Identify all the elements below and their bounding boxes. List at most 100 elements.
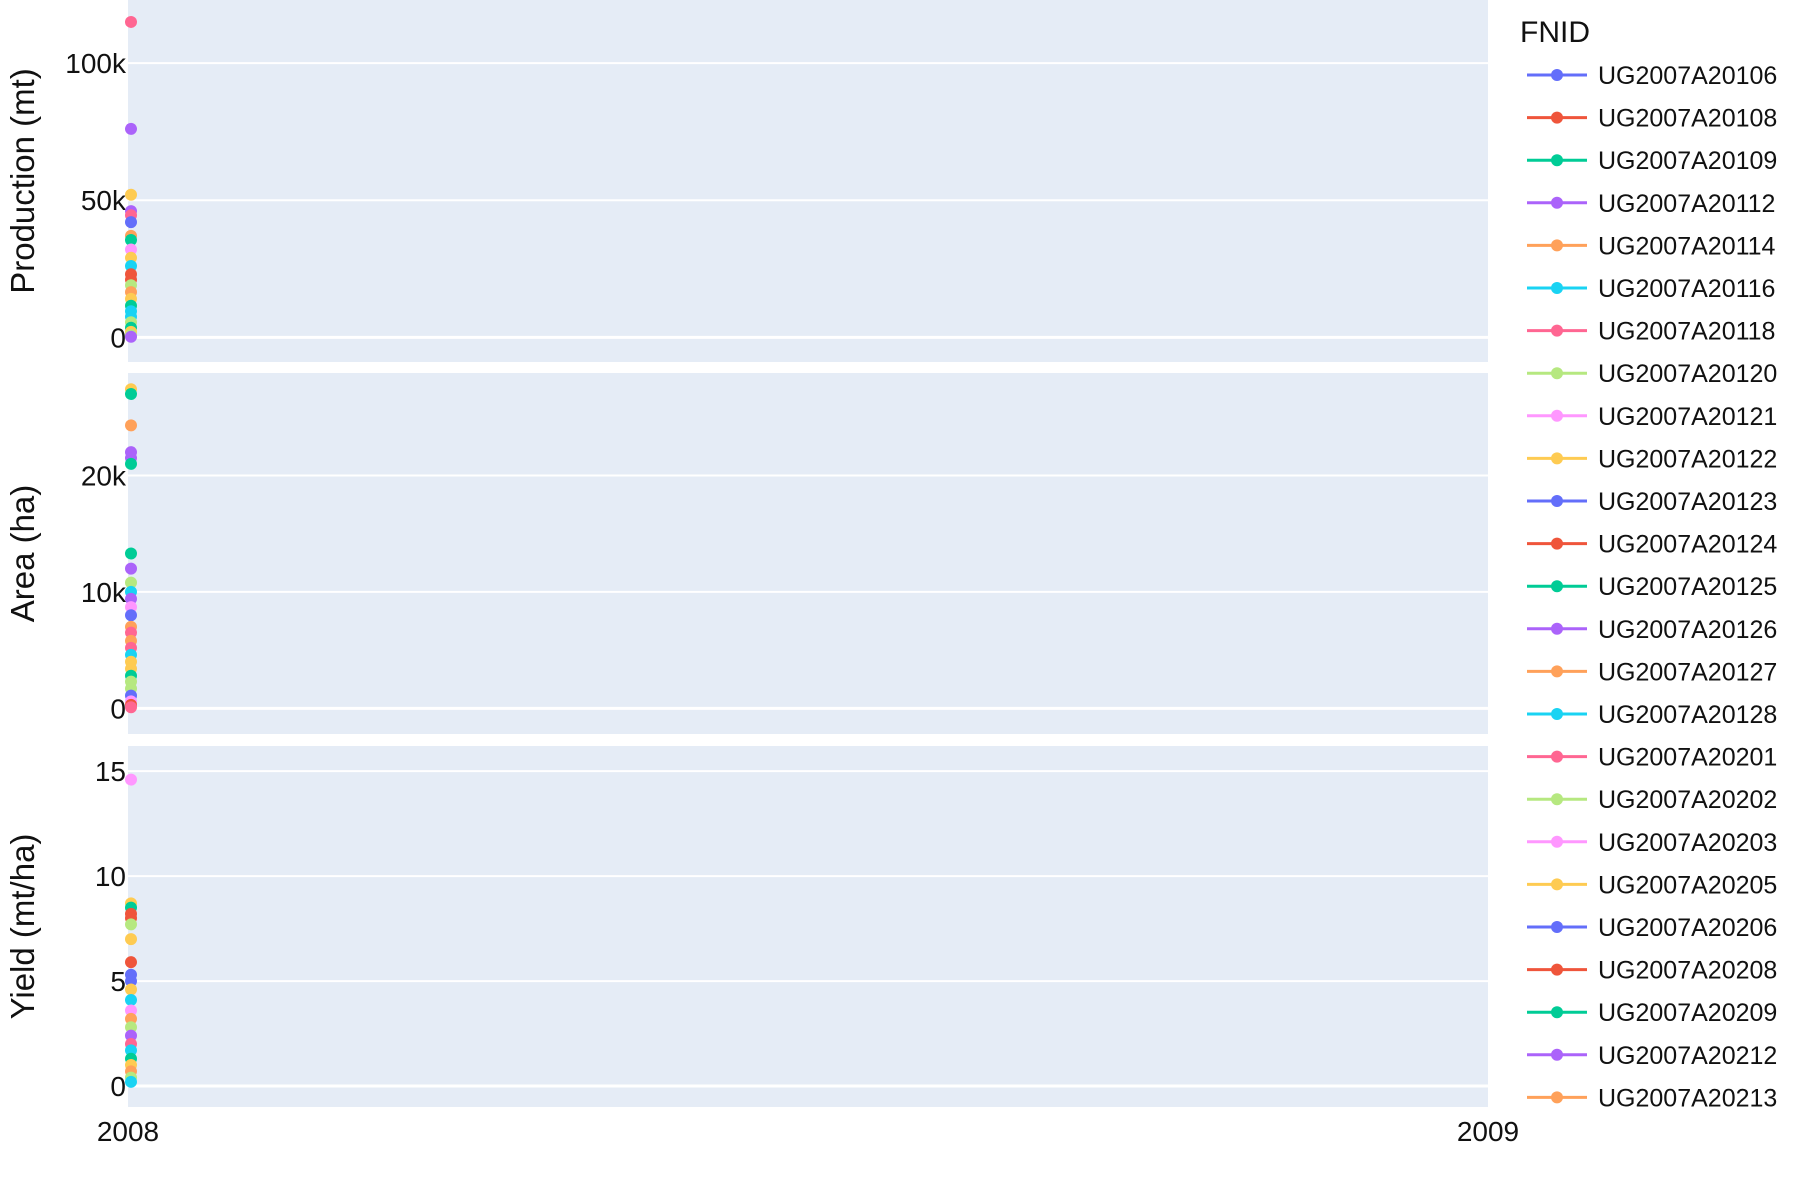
legend-marker <box>1551 878 1563 891</box>
x-tick-label-1: 2009 <box>1457 1116 1519 1147</box>
legend-label: UG2007A20114 <box>1598 232 1776 260</box>
data-point <box>125 122 137 135</box>
data-point <box>125 609 137 622</box>
data-point <box>125 243 137 256</box>
legend-marker <box>1551 665 1563 678</box>
y-tick-label: 10k <box>81 577 127 608</box>
legend-item: UG2007A20213 <box>1527 1084 1777 1112</box>
legend-item: UG2007A20126 <box>1527 616 1777 644</box>
y-tick-label: 5 <box>110 966 126 997</box>
y-tick-label: 0 <box>110 1071 126 1102</box>
legend-marker <box>1551 750 1563 763</box>
legend-label: UG2007A20126 <box>1598 616 1777 644</box>
legend-item: UG2007A20208 <box>1527 957 1777 985</box>
data-point <box>125 1029 137 1042</box>
legend-item: UG2007A20108 <box>1527 105 1777 133</box>
legend-marker <box>1551 1091 1563 1104</box>
legend-item: UG2007A20112 <box>1527 190 1775 218</box>
legend-label: UG2007A20128 <box>1598 701 1777 729</box>
legend-item: UG2007A20202 <box>1527 786 1777 814</box>
data-point <box>125 1004 137 1017</box>
y-axis-title: Area (ha) <box>4 485 41 623</box>
data-point <box>125 918 137 931</box>
panel-2: 0 5 10 15 Yield (mt/ha) <box>4 746 1488 1107</box>
data-point <box>125 933 137 946</box>
legend-label: UG2007A20212 <box>1598 1042 1777 1070</box>
y-axis-title: Yield (mt/ha) <box>4 834 41 1020</box>
data-point <box>125 387 137 400</box>
legend-marker <box>1551 452 1563 465</box>
panel-background <box>128 746 1488 1107</box>
panel-background <box>128 373 1488 734</box>
data-point <box>125 188 137 201</box>
legend-item: UG2007A20109 <box>1527 147 1777 175</box>
legend-marker <box>1551 69 1563 81</box>
legend-label: UG2007A20202 <box>1598 786 1777 814</box>
legend-item: UG2007A20201 <box>1527 744 1777 772</box>
legend-item: UG2007A20123 <box>1527 488 1777 516</box>
legend-item: UG2007A20127 <box>1527 658 1777 686</box>
legend-label: UG2007A20205 <box>1598 871 1777 899</box>
legend-item: UG2007A20209 <box>1527 999 1777 1027</box>
legend-label: UG2007A20203 <box>1598 829 1777 857</box>
data-point <box>125 1044 137 1057</box>
data-point <box>125 251 137 264</box>
legend-label: UG2007A20209 <box>1598 999 1777 1027</box>
legend-label: UG2007A20206 <box>1598 914 1777 942</box>
legend-marker <box>1551 1006 1563 1019</box>
legend-marker <box>1551 793 1563 806</box>
data-point <box>125 260 137 273</box>
legend: FNID UG2007A20106UG2007A20108UG2007A2010… <box>1520 16 1777 1112</box>
legend-marker <box>1551 622 1563 635</box>
legend-marker <box>1551 111 1563 124</box>
data-point <box>125 576 137 589</box>
legend-item: UG2007A20128 <box>1527 701 1777 729</box>
legend-item: UG2007A20121 <box>1527 403 1777 431</box>
data-point <box>125 457 137 470</box>
legend-label: UG2007A20208 <box>1598 957 1777 985</box>
legend-marker <box>1551 921 1563 933</box>
y-tick-label: 0 <box>110 693 126 724</box>
legend-marker <box>1551 537 1563 550</box>
legend-item: UG2007A20116 <box>1527 275 1775 303</box>
legend-item: UG2007A20122 <box>1527 445 1777 473</box>
data-point <box>125 419 137 432</box>
x-axis: 2008 2009 <box>97 1116 1519 1147</box>
data-point <box>125 562 137 575</box>
data-point <box>125 975 137 988</box>
legend-item: UG2007A20125 <box>1527 573 1777 601</box>
legend-item: UG2007A20124 <box>1527 531 1777 559</box>
legend-marker <box>1551 196 1563 209</box>
data-point <box>125 956 137 969</box>
legend-marker <box>1551 580 1563 593</box>
y-tick-label: 10 <box>95 861 126 892</box>
legend-item: UG2007A20114 <box>1527 232 1776 260</box>
legend-label: UG2007A20201 <box>1598 744 1777 772</box>
legend-label: UG2007A20213 <box>1598 1084 1777 1112</box>
legend-item: UG2007A20106 <box>1527 62 1777 90</box>
y-tick-label: 20k <box>81 460 127 491</box>
data-point <box>125 15 137 28</box>
legend-label: UG2007A20116 <box>1598 275 1775 303</box>
legend-label: UG2007A20127 <box>1598 658 1777 686</box>
legend-label: UG2007A20106 <box>1598 62 1777 90</box>
panel-background <box>128 0 1488 362</box>
data-point <box>125 216 137 229</box>
legend-label: UG2007A20112 <box>1598 190 1775 218</box>
legend-marker <box>1551 835 1563 848</box>
data-point <box>125 983 137 996</box>
legend-marker <box>1551 495 1563 507</box>
legend-label: UG2007A20108 <box>1598 105 1777 133</box>
legend-marker <box>1551 154 1563 167</box>
y-tick-label: 15 <box>95 756 126 787</box>
data-point <box>125 233 137 246</box>
legend-label: UG2007A20121 <box>1598 403 1777 431</box>
legend-label: UG2007A20109 <box>1598 147 1777 175</box>
y-tick-label: 0 <box>110 322 126 353</box>
data-point <box>125 993 137 1006</box>
panel-0: 0 50k 100k Production (mt) <box>4 0 1488 362</box>
data-point <box>125 1075 137 1088</box>
legend-item: UG2007A20206 <box>1527 914 1777 942</box>
legend-label: UG2007A20118 <box>1598 318 1775 346</box>
